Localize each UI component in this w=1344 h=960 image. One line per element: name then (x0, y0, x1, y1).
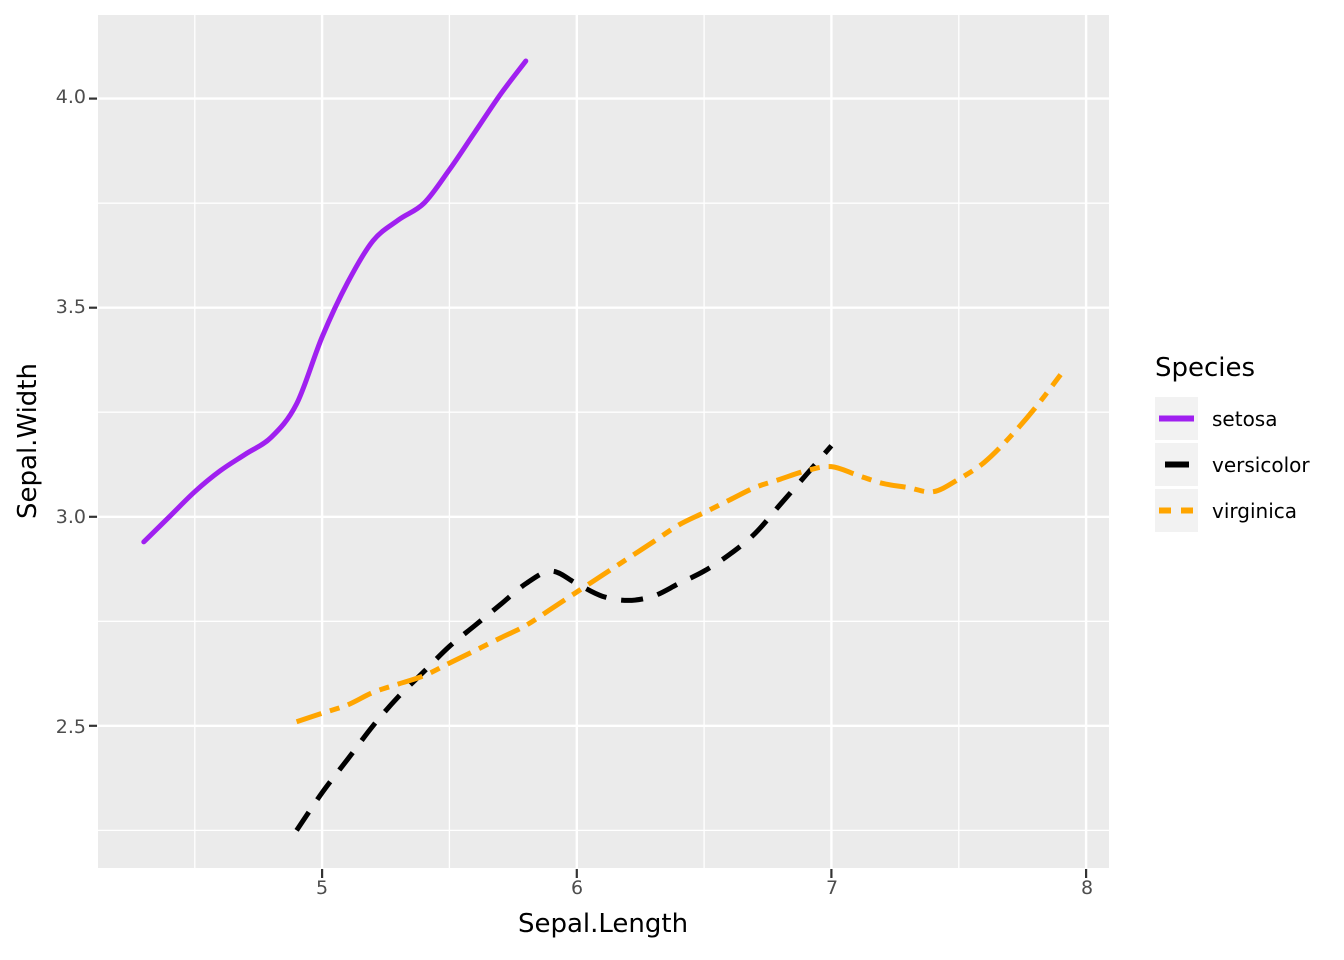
legend-key-versicolor (1155, 443, 1198, 486)
y-tick-label: 3.0 (55, 506, 86, 528)
x-tick-label: 7 (825, 877, 839, 899)
legend-label-virginica: virginica (1212, 498, 1297, 523)
legend-label-setosa: setosa (1212, 406, 1278, 431)
legend-key-line-icon (1159, 461, 1194, 468)
y-tick-label: 2.5 (55, 716, 86, 738)
y-axis-title: Sepal.Width (13, 363, 43, 519)
legend-title: Species (1155, 353, 1256, 383)
plot-panel (98, 15, 1109, 868)
legend-label-versicolor: versicolor (1212, 452, 1310, 477)
x-tick-label: 6 (570, 877, 584, 899)
legend-item-setosa: setosa (1155, 397, 1310, 440)
series-line-setosa (141, 58, 529, 545)
legend-key-line-icon (1159, 507, 1194, 514)
x-axis-title: Sepal.Length (517, 909, 689, 939)
y-tick-label: 3.5 (55, 296, 86, 318)
legend-key-virginica (1155, 489, 1198, 532)
legend-key-setosa (1155, 397, 1198, 440)
x-tick-label: 5 (315, 877, 329, 899)
y-tick-label: 4.0 (55, 86, 86, 108)
legend-key-line-icon (1159, 415, 1194, 422)
legend-item-versicolor: versicolor (1155, 443, 1310, 486)
x-tick-label: 8 (1080, 877, 1094, 899)
series-line-versicolor (294, 444, 834, 832)
series-line-virginica (295, 373, 1063, 725)
legend: Species setosa versicolor (1155, 353, 1310, 535)
legend-item-virginica: virginica (1155, 489, 1310, 532)
